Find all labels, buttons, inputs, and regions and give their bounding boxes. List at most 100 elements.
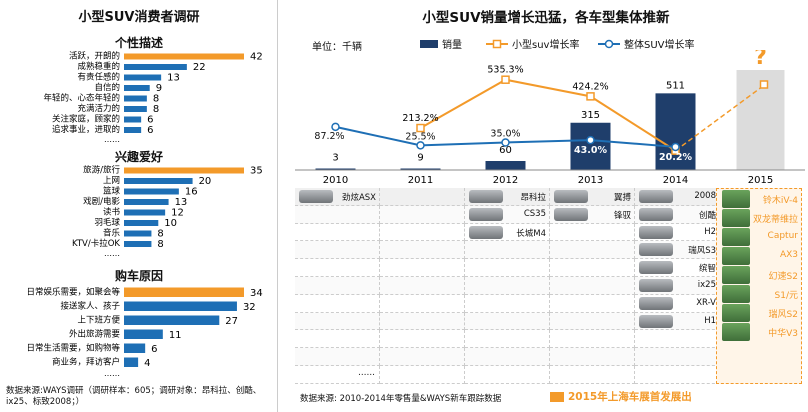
reason-value: 27: [225, 316, 238, 327]
new-car-model-name: 瑞风S2: [768, 310, 798, 320]
sales-bar: [570, 122, 611, 170]
grid-cell: [295, 348, 380, 366]
car-model-name: 创酷: [698, 210, 716, 221]
interest-label: 戏剧/电影: [83, 196, 120, 207]
new-car-thumbnail: [722, 323, 750, 341]
grid-cell: [295, 205, 380, 224]
overall-suv-growth-point: [586, 135, 595, 145]
personality-value: 6: [147, 125, 153, 136]
personality-label: 追求事业，进取的: [52, 124, 120, 135]
interest-bar: [124, 241, 152, 247]
car-model-name: 劲炫ASX: [341, 193, 376, 203]
interest-value: 12: [171, 207, 184, 218]
grid-cell: [550, 366, 635, 384]
x-tick-label: 2010: [323, 175, 348, 186]
small-suv-growth-point: [416, 123, 425, 133]
car-model-name: 锋驭: [613, 210, 631, 221]
car-thumbnail: [469, 225, 503, 239]
personality-value: 42: [250, 51, 263, 62]
reason-value: 11: [169, 330, 182, 341]
car-model-name: H1: [704, 315, 716, 326]
grid-cell: [295, 241, 380, 260]
legend-orange-line-swatch: [486, 39, 508, 48]
personality-bar: [124, 53, 244, 60]
personality-bar-chart: 活跃，开朗的 42 成熟稳重的 22 有责任感的 13 自信的 9 年轻的、心态年轻的 8 充满活力…: [43, 51, 263, 144]
car-model-name: CS35: [523, 208, 546, 219]
sales-growth-chart: ? 3 9 60 315 511 213.2% 535.3% 424.2% 87.2% 25.5% 3…: [295, 50, 805, 186]
reason-value: 34: [250, 288, 263, 299]
interest-bar: [124, 209, 166, 216]
x-tick-label: 2012: [493, 175, 518, 186]
model-grid: 劲炫ASX 昂科拉 CS35 长城M4 翼搏 锋驭 2008 创酷 H2 瑞风S3 缤智 ix25 XR…: [295, 188, 803, 384]
grid-cell: [380, 312, 465, 331]
overall-suv-growth-label: 87.2%: [314, 131, 344, 142]
grid-cell: [550, 312, 635, 331]
small-suv-growth-line: [420, 78, 677, 152]
grid-cell: [465, 294, 550, 313]
interest-label: 旅游/旅行: [83, 165, 120, 176]
grid-cell: [380, 330, 465, 349]
consumer-survey-panel: 小型SUV消费者调研 个性描述 活跃，开朗的 42 成熟稳重的 22 有责任感的 13 自信…: [0, 0, 278, 412]
reason-bar: [124, 315, 220, 325]
interest-value: 13: [175, 197, 188, 208]
personality-bar: [124, 127, 142, 133]
grid-cell: [380, 241, 465, 260]
personality-label: 年轻的、心态年轻的: [43, 93, 120, 104]
car-thumbnail: [639, 279, 673, 292]
interest-label: 音乐: [103, 228, 121, 239]
car-model-name: H2: [704, 226, 716, 237]
grid-cell: [465, 241, 550, 260]
interest-label: 羽毛球: [94, 217, 120, 228]
shanghai-autoshow-highlight: 2015年上海车展首发展出: [550, 389, 692, 404]
overall-suv-growth-label: 43.0%: [574, 145, 607, 156]
car-thumbnail: [639, 225, 673, 239]
legend-sales-swatch: [420, 39, 438, 48]
grid-cell: [465, 330, 550, 349]
grid-cell: [380, 348, 465, 366]
interests-header: 兴趣爱好: [114, 150, 163, 164]
car-thumbnail: [639, 261, 673, 275]
reason-bar: [124, 343, 146, 353]
car-thumbnail: [639, 207, 673, 221]
legend-overall-suv-growth-label: 整体SUV增长率: [624, 40, 695, 51]
sales-bar: [315, 168, 356, 170]
reason-bar: [124, 357, 139, 367]
car-model-name: 瑞风S3: [688, 246, 716, 257]
car-thumbnail: [639, 190, 673, 203]
car-model-name: 缤智: [698, 264, 716, 275]
forecast-question-mark: ?: [754, 50, 767, 70]
reasons-header: 购车原因: [114, 269, 163, 283]
grid-cell: [550, 241, 635, 260]
new-car-model-name: 中华V3: [768, 329, 798, 339]
grid-cell: [550, 294, 635, 313]
grid-cell: [635, 330, 720, 349]
new-car-thumbnail: [722, 304, 750, 322]
legend-sales: 销量: [420, 36, 462, 51]
grid-cell: [465, 259, 550, 277]
personality-more: ……: [104, 135, 120, 144]
car-thumbnail: [639, 296, 673, 310]
reason-label: 商业务，拜访客户: [52, 357, 120, 368]
x-tick-label: 2013: [578, 175, 603, 186]
interest-value: 8: [157, 239, 163, 250]
interest-bar: [124, 199, 169, 205]
x-tick-label: 2011: [408, 175, 433, 186]
personality-bar: [124, 74, 162, 81]
grid-more: ……: [358, 368, 375, 378]
chart-title: 小型SUV销量增长迅猛，各车型集体推新: [422, 10, 670, 26]
sales-label: 60: [499, 145, 512, 156]
grid-cell: [550, 348, 635, 366]
left-source-note: 数据来源:WAYS调研（调研样本：605；调研对象：昂科拉、创酷、ix25、标致…: [6, 386, 262, 407]
reason-value: 4: [144, 358, 150, 369]
sales-bar: [655, 93, 696, 170]
grid-cell: [295, 312, 380, 331]
new-car-model-name: Captur: [767, 231, 798, 241]
grid-cell: [380, 294, 465, 313]
small-suv-growth-label: 213.2%: [402, 113, 438, 124]
legend-sales-label: 销量: [442, 40, 462, 51]
personality-label: 有责任感的: [77, 72, 120, 83]
interests-bar-chart: 旅游/旅行 35 上网 20 篮球 16 戏剧/电影 13 读书 12 羽毛球 10 音乐 8 KTV/卡拉…: [72, 165, 263, 258]
grid-cell: [550, 259, 635, 277]
grid-cell: [550, 330, 635, 349]
grid-cell: [380, 205, 465, 224]
